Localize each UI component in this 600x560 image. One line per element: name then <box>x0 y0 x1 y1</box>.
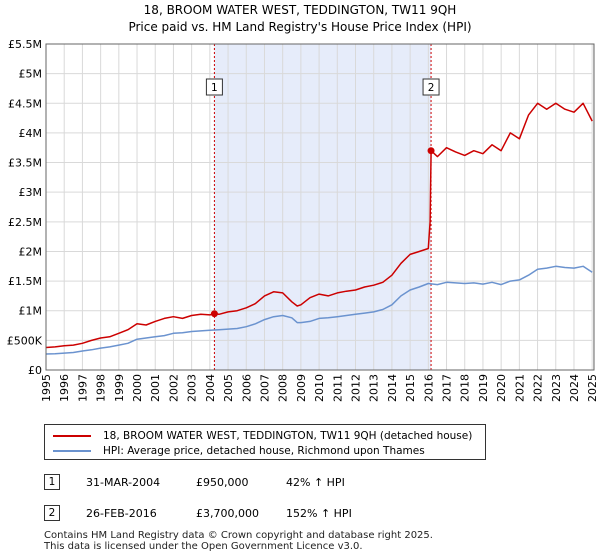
shaded-period <box>214 44 432 370</box>
legend-line-hpi <box>53 450 91 452</box>
x-tick-label: 2013 <box>368 374 381 402</box>
sale-marker-box <box>422 78 440 96</box>
legend-item-property: 18, BROOM WATER WEST, TEDDINGTON, TW11 9… <box>53 428 472 444</box>
transaction-date: 31-MAR-2004 <box>86 475 161 489</box>
y-tick-label: £0 <box>28 364 42 377</box>
x-tick-label: 2016 <box>422 374 435 402</box>
transaction-date: 26-FEB-2016 <box>86 506 157 520</box>
transaction-price: £3,700,000 <box>196 506 259 520</box>
footer: Contains HM Land Registry data © Crown c… <box>44 530 433 552</box>
x-tick-label: 2018 <box>459 374 472 402</box>
y-tick-label: £2M <box>19 245 43 258</box>
future-hatch <box>592 44 594 370</box>
legend-label-property: 18, BROOM WATER WEST, TEDDINGTON, TW11 9… <box>103 430 473 442</box>
y-tick-label: £1M <box>19 305 43 318</box>
x-tick-label: 2025 <box>586 374 599 402</box>
x-tick-label: 2009 <box>295 374 308 402</box>
chart-title-line2: Price paid vs. HM Land Registry's House … <box>128 20 471 34</box>
price-chart: 18, BROOM WATER WEST, TEDDINGTON, TW11 9… <box>7 3 599 402</box>
x-tick-label: 2015 <box>404 374 417 402</box>
x-tick-label: 2021 <box>513 374 526 402</box>
x-tick-label: 2008 <box>277 374 290 402</box>
transaction-hpi: 42% ↑ HPI <box>286 475 345 489</box>
transaction-row: 1 31-MAR-2004 £950,000 42% ↑ HPI <box>44 474 345 490</box>
sale-point <box>427 147 435 155</box>
x-tick-label: 2006 <box>240 374 253 402</box>
transaction-hpi: 152% ↑ HPI <box>286 506 352 520</box>
legend-label-hpi: HPI: Average price, detached house, Rich… <box>103 445 425 457</box>
x-tick-label: 2023 <box>550 374 563 402</box>
x-tick-label: 2019 <box>477 374 490 402</box>
x-tick-label: 2017 <box>441 374 454 402</box>
transaction-number: 1 <box>44 474 60 490</box>
sale-point <box>210 310 218 318</box>
y-tick-label: £5.5M <box>8 38 42 51</box>
x-tick-label: 2007 <box>258 374 271 402</box>
legend-item-hpi: HPI: Average price, detached house, Rich… <box>53 443 425 459</box>
sale-marker-box <box>205 78 223 96</box>
transaction-price: £950,000 <box>196 475 249 489</box>
y-tick-label: £4M <box>19 127 43 140</box>
x-tick-label: 2010 <box>313 374 326 402</box>
y-tick-label: £500K <box>7 334 43 347</box>
chart-title-line1: 18, BROOM WATER WEST, TEDDINGTON, TW11 9… <box>144 3 457 17</box>
x-tick-label: 1999 <box>113 374 126 402</box>
x-tick-label: 2000 <box>131 374 144 402</box>
hpi-line <box>45 265 593 355</box>
y-tick-label: £5M <box>19 68 43 81</box>
legend-line-property <box>53 435 91 437</box>
x-tick-label: 2014 <box>386 374 399 402</box>
x-tick-label: 2011 <box>331 374 344 402</box>
y-tick-label: £1.5M <box>8 275 42 288</box>
x-tick-label: 1997 <box>76 374 89 402</box>
x-tick-label: 2004 <box>204 374 217 402</box>
sale-marker-label: 1 <box>211 82 218 94</box>
y-tick-label: £3M <box>19 186 43 199</box>
x-tick-label: 2022 <box>532 374 545 402</box>
x-tick-label: 1998 <box>95 374 108 402</box>
transaction-number: 2 <box>44 505 60 521</box>
property-price-line <box>45 102 593 349</box>
x-tick-label: 2001 <box>149 374 162 402</box>
x-tick-label: 2002 <box>167 374 180 402</box>
legend: 18, BROOM WATER WEST, TEDDINGTON, TW11 9… <box>44 424 486 460</box>
x-tick-label: 2012 <box>350 374 363 402</box>
x-tick-label: 1996 <box>58 374 71 402</box>
footer-licence: This data is licensed under the Open Gov… <box>44 540 363 552</box>
transaction-row: 2 26-FEB-2016 £3,700,000 152% ↑ HPI <box>44 505 352 521</box>
x-tick-label: 2005 <box>222 374 235 402</box>
y-tick-label: £2.5M <box>8 216 42 229</box>
plot-frame <box>45 43 595 371</box>
x-tick-label: 1995 <box>40 374 53 402</box>
x-tick-label: 2003 <box>186 374 199 402</box>
x-tick-label: 2024 <box>568 374 581 402</box>
y-tick-label: £3.5M <box>8 157 42 170</box>
plot-area: £0 £500K £1M £1.5M £2M £2.5M £3M £3.5M £4M £4.5M £… <box>7 38 599 402</box>
sale-marker-label: 2 <box>428 82 435 94</box>
footer-copyright: Contains HM Land Registry data © Crown c… <box>44 530 433 541</box>
y-tick-label: £4.5M <box>8 97 42 110</box>
x-tick-label: 2020 <box>495 374 508 402</box>
